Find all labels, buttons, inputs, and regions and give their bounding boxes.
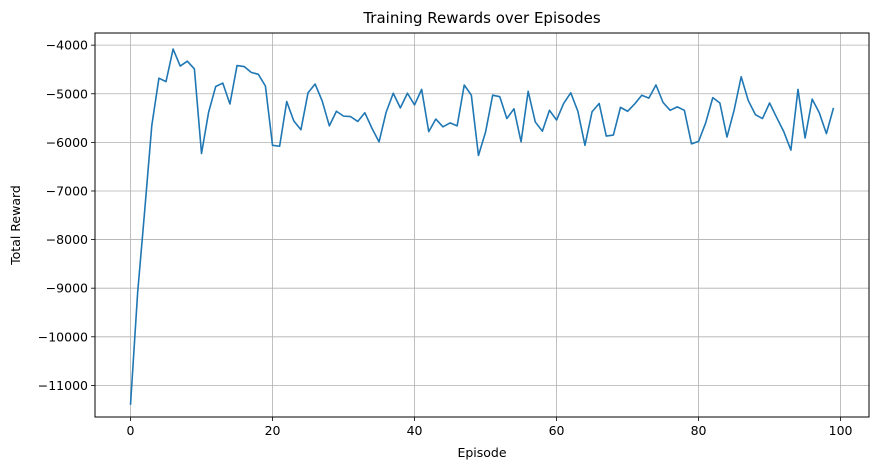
x-tick-label: 40 — [407, 423, 423, 438]
y-tick-label: −7000 — [46, 183, 88, 198]
y-axis-label: Total Reward — [8, 185, 23, 266]
y-tick-label: −9000 — [46, 281, 88, 296]
x-tick-label: 80 — [691, 423, 707, 438]
x-tick-label: 100 — [829, 423, 853, 438]
x-axis: 0 20 40 60 80 100 — [127, 417, 853, 438]
series-layer — [129, 48, 835, 405]
chart-title: Training Rewards over Episodes — [362, 9, 601, 27]
x-axis-label: Episode — [457, 445, 506, 460]
y-tick-label: −8000 — [46, 232, 88, 247]
y-tick-label: −5000 — [46, 86, 88, 101]
y-tick-label: −10000 — [38, 329, 88, 344]
x-tick-label: 20 — [265, 423, 281, 438]
y-axis: −11000 −10000 −9000 −8000 −7000 −6000 −5000 −40… — [38, 38, 95, 393]
reward-series-line — [129, 48, 835, 405]
x-tick-label: 0 — [127, 423, 135, 438]
y-tick-label: −4000 — [46, 38, 88, 53]
y-tick-label: −6000 — [46, 135, 88, 150]
plot-frame — [94, 32, 870, 418]
x-tick-label: 60 — [549, 423, 565, 438]
grid-lines — [95, 33, 869, 417]
y-tick-label: −11000 — [38, 378, 88, 393]
